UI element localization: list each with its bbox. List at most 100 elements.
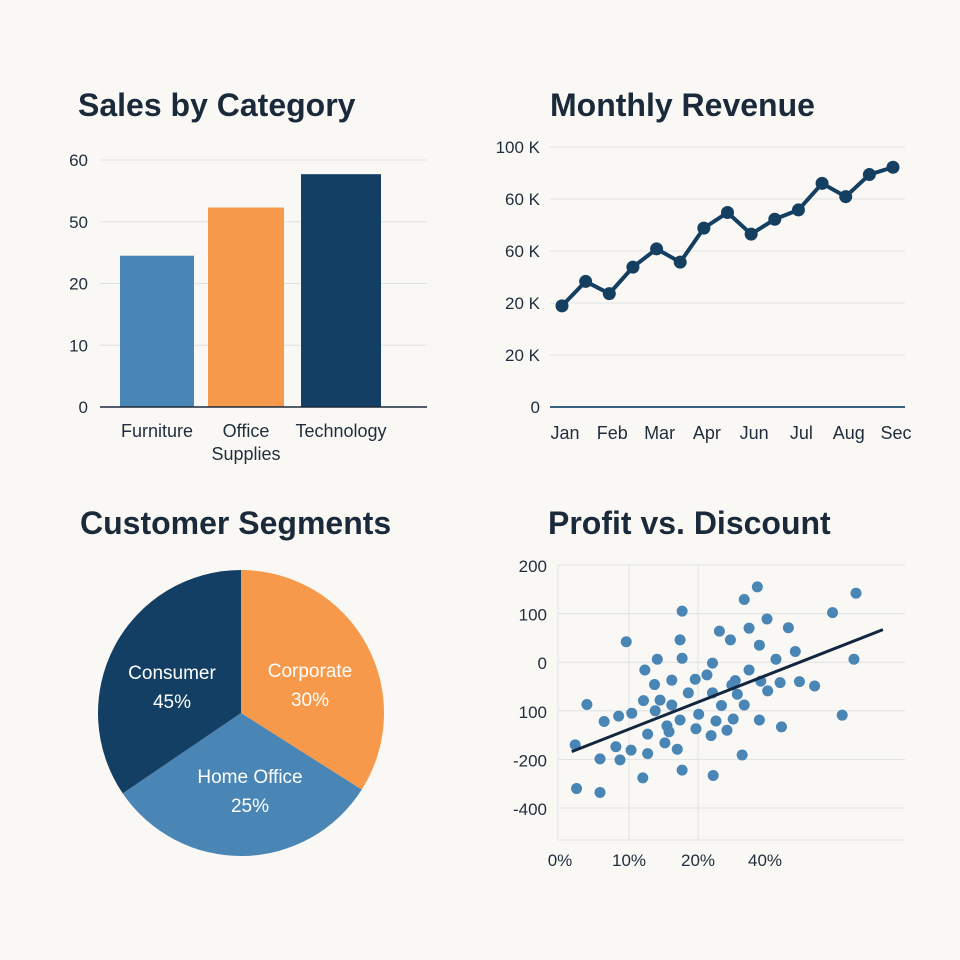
y-tick-label: 60 xyxy=(69,151,88,170)
scatter-point xyxy=(848,653,860,665)
scatter-point xyxy=(637,772,649,784)
bar-0 xyxy=(120,255,194,407)
data-point xyxy=(744,227,758,241)
scatter-point xyxy=(674,714,686,726)
scatter-point xyxy=(793,676,805,688)
data-point xyxy=(815,176,829,190)
scatter-point xyxy=(594,753,606,765)
x-tick-label: Aug xyxy=(833,423,865,443)
x-tick-label: Feb xyxy=(597,423,628,443)
scatter-point xyxy=(782,622,794,634)
scatter-point xyxy=(594,786,606,798)
bar-2 xyxy=(301,174,381,407)
scatter-point xyxy=(774,677,786,689)
scatter-point xyxy=(682,687,694,699)
scatter-point xyxy=(753,714,765,726)
scatter-point xyxy=(598,715,610,727)
x-tick-label: Apr xyxy=(693,423,721,443)
data-point xyxy=(626,260,640,274)
slice-percent: 30% xyxy=(291,690,329,711)
data-point xyxy=(768,212,782,226)
scatter-point xyxy=(663,726,675,738)
scatter-point xyxy=(713,625,725,637)
data-point xyxy=(673,255,687,269)
scatter-point xyxy=(676,652,688,664)
slice-name: Consumer xyxy=(128,663,216,684)
data-point xyxy=(886,160,900,174)
x-tick-label: 10% xyxy=(612,851,646,870)
scatter-chart: 200 100 0 100 -200 -400 0% 10% 20% 40% xyxy=(513,557,905,870)
bar-chart-title: Sales by Category xyxy=(78,87,356,123)
scatter-point xyxy=(850,587,862,599)
x-tick-label: Jul xyxy=(790,423,813,443)
y-tick-label: 100 xyxy=(519,703,547,722)
scatter-point xyxy=(642,748,654,760)
scatter-point xyxy=(666,674,678,686)
scatter-point xyxy=(571,783,583,795)
scatter-point xyxy=(715,699,727,711)
scatter-point xyxy=(654,694,666,706)
y-tick-label: 100 K xyxy=(496,138,541,157)
data-point xyxy=(791,203,805,217)
scatter-point xyxy=(659,737,671,749)
y-tick-label: 20 xyxy=(69,275,88,294)
scatter-point xyxy=(721,724,733,736)
slice-percent: 25% xyxy=(231,796,269,817)
slice-name: Home Office xyxy=(197,767,302,788)
scatter-point xyxy=(738,699,750,711)
scatter-chart-title: Profit vs. Discount xyxy=(548,505,831,541)
scatter-point xyxy=(724,634,736,646)
scatter-point xyxy=(775,721,787,733)
data-point xyxy=(650,242,664,256)
y-tick-label: 0 xyxy=(538,654,547,673)
data-point xyxy=(697,221,711,235)
pie-chart: Corporate 30% Home Office 25% Consumer 45% xyxy=(98,570,384,856)
y-tick-label: 20 K xyxy=(505,294,541,313)
category-label: Office xyxy=(223,421,270,441)
scatter-point xyxy=(639,664,651,676)
scatter-point xyxy=(671,743,683,755)
category-label: Furniture xyxy=(121,421,193,441)
scatter-point xyxy=(727,713,739,725)
y-tick-label: 100 xyxy=(519,606,547,625)
category-label: Technology xyxy=(295,421,386,441)
scatter-point xyxy=(789,646,801,658)
scatter-point xyxy=(751,581,763,593)
scatter-point xyxy=(637,695,649,707)
data-point xyxy=(721,206,734,220)
data-point xyxy=(555,299,569,313)
scatter-point xyxy=(626,707,638,719)
scatter-point xyxy=(690,723,702,735)
scatter-point xyxy=(610,741,622,753)
y-tick-label: 50 xyxy=(69,213,88,232)
data-point xyxy=(839,190,853,204)
scatter-point xyxy=(620,636,632,648)
scatter-point xyxy=(762,685,774,697)
scatter-point xyxy=(613,710,625,722)
pie-chart-title: Customer Segments xyxy=(80,505,391,541)
slice-consumer xyxy=(98,570,241,794)
scatter-point xyxy=(625,744,637,756)
data-point xyxy=(862,168,876,182)
slice-home-office xyxy=(122,713,362,856)
x-tick-label: 40% xyxy=(748,851,782,870)
bar-1 xyxy=(208,207,284,407)
trend-line xyxy=(571,628,884,754)
scatter-point xyxy=(827,607,839,619)
line-chart-title: Monthly Revenue xyxy=(550,87,815,123)
scatter-point xyxy=(770,653,782,665)
scatter-point xyxy=(836,709,848,721)
scatter-point xyxy=(649,705,661,717)
scatter-point xyxy=(743,664,755,676)
scatter-point xyxy=(729,675,741,687)
x-tick-label: 20% xyxy=(681,851,715,870)
scatter-point xyxy=(701,669,713,681)
x-tick-label: Jan xyxy=(550,423,579,443)
scatter-point xyxy=(676,764,688,776)
scatter-point xyxy=(614,754,626,766)
y-tick-label: 60 K xyxy=(505,190,541,209)
scatter-point xyxy=(649,679,661,691)
scatter-point xyxy=(651,653,663,665)
scatter-point xyxy=(693,708,705,720)
